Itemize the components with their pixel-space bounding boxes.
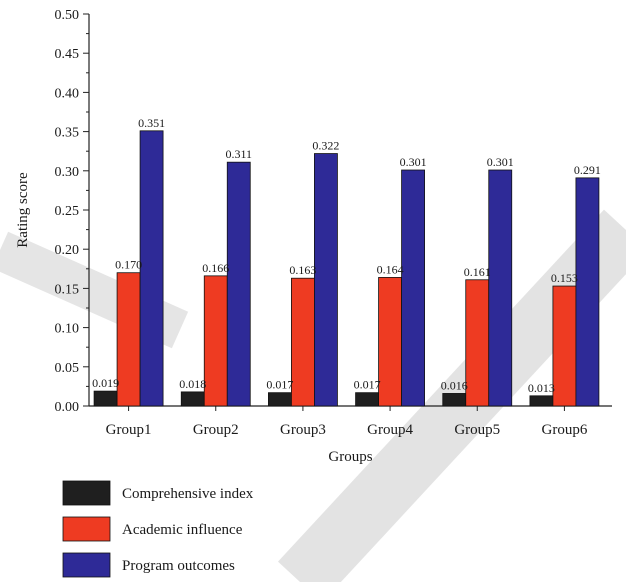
data-label: 0.161	[464, 265, 491, 279]
legend-label: Academic influence	[122, 522, 243, 538]
bar	[529, 395, 554, 407]
bar	[401, 169, 425, 407]
bar	[226, 161, 251, 407]
data-label: 0.301	[487, 155, 514, 169]
data-labels: 0.019 0.170 0.351 0.018 0.166 0.311 0.017 0.163…	[92, 116, 601, 395]
x-tick-label: Group5	[454, 422, 500, 438]
y-tick-label: 0.40	[55, 86, 80, 101]
data-label: 0.019	[92, 376, 119, 390]
data-label: 0.301	[400, 155, 427, 169]
bar	[575, 177, 600, 407]
data-label: 0.166	[202, 261, 229, 275]
x-tick-label: Group6	[542, 422, 588, 438]
bar	[314, 153, 338, 407]
data-label: 0.322	[312, 139, 339, 153]
bar	[116, 272, 141, 407]
y-tick-label: 0.20	[55, 243, 80, 258]
data-label: 0.017	[266, 378, 293, 392]
x-tick-label: Group2	[193, 422, 239, 438]
data-label: 0.013	[528, 381, 555, 395]
bar	[465, 279, 490, 407]
data-label: 0.153	[551, 271, 578, 285]
x-tick-label: Group3	[280, 422, 326, 438]
legend: Comprehensive index Academic influence Pro…	[62, 480, 254, 578]
bar	[355, 392, 379, 407]
x-tick-label: Group1	[106, 422, 152, 438]
bars	[93, 130, 600, 407]
legend-swatch	[62, 516, 111, 542]
y-tick-label: 0.25	[55, 204, 80, 219]
bar	[552, 285, 577, 407]
data-label: 0.170	[115, 258, 142, 272]
bar	[93, 390, 118, 407]
y-tick-label: 0.00	[55, 400, 80, 415]
bar	[378, 277, 402, 407]
x-axis-title: Groups	[328, 449, 372, 465]
bar	[488, 169, 513, 407]
x-tick-label: Group4	[367, 422, 413, 438]
data-label: 0.016	[441, 378, 468, 392]
y-tick-label: 0.10	[55, 322, 80, 337]
data-label: 0.291	[574, 163, 601, 177]
y-tick-label: 0.45	[55, 47, 80, 62]
bar	[442, 393, 467, 407]
data-label: 0.017	[354, 378, 381, 392]
legend-label: Program outcomes	[122, 558, 235, 574]
bar	[268, 392, 292, 407]
bar	[139, 130, 164, 407]
legend-swatch	[62, 480, 111, 506]
y-tick-label: 0.30	[55, 165, 80, 180]
bar	[291, 277, 315, 407]
y-tick-label: 0.15	[55, 282, 80, 297]
data-label: 0.018	[179, 377, 206, 391]
y-tick-label: 0.50	[55, 8, 80, 23]
legend-label: Comprehensive index	[122, 486, 254, 502]
bar	[180, 391, 205, 407]
axes: 0.00 0.05 0.10 0.15 0.20 0.25 0.30 0.35 0.40 0.45…	[55, 8, 612, 438]
y-axis-title: Rating score	[15, 172, 31, 248]
data-label: 0.164	[377, 262, 404, 276]
y-tick-label: 0.05	[55, 361, 80, 376]
data-label: 0.311	[225, 147, 252, 161]
data-label: 0.163	[289, 263, 316, 277]
bar	[203, 275, 228, 407]
data-label: 0.351	[138, 116, 165, 130]
legend-swatch	[62, 552, 111, 578]
y-tick-label: 0.35	[55, 126, 80, 141]
